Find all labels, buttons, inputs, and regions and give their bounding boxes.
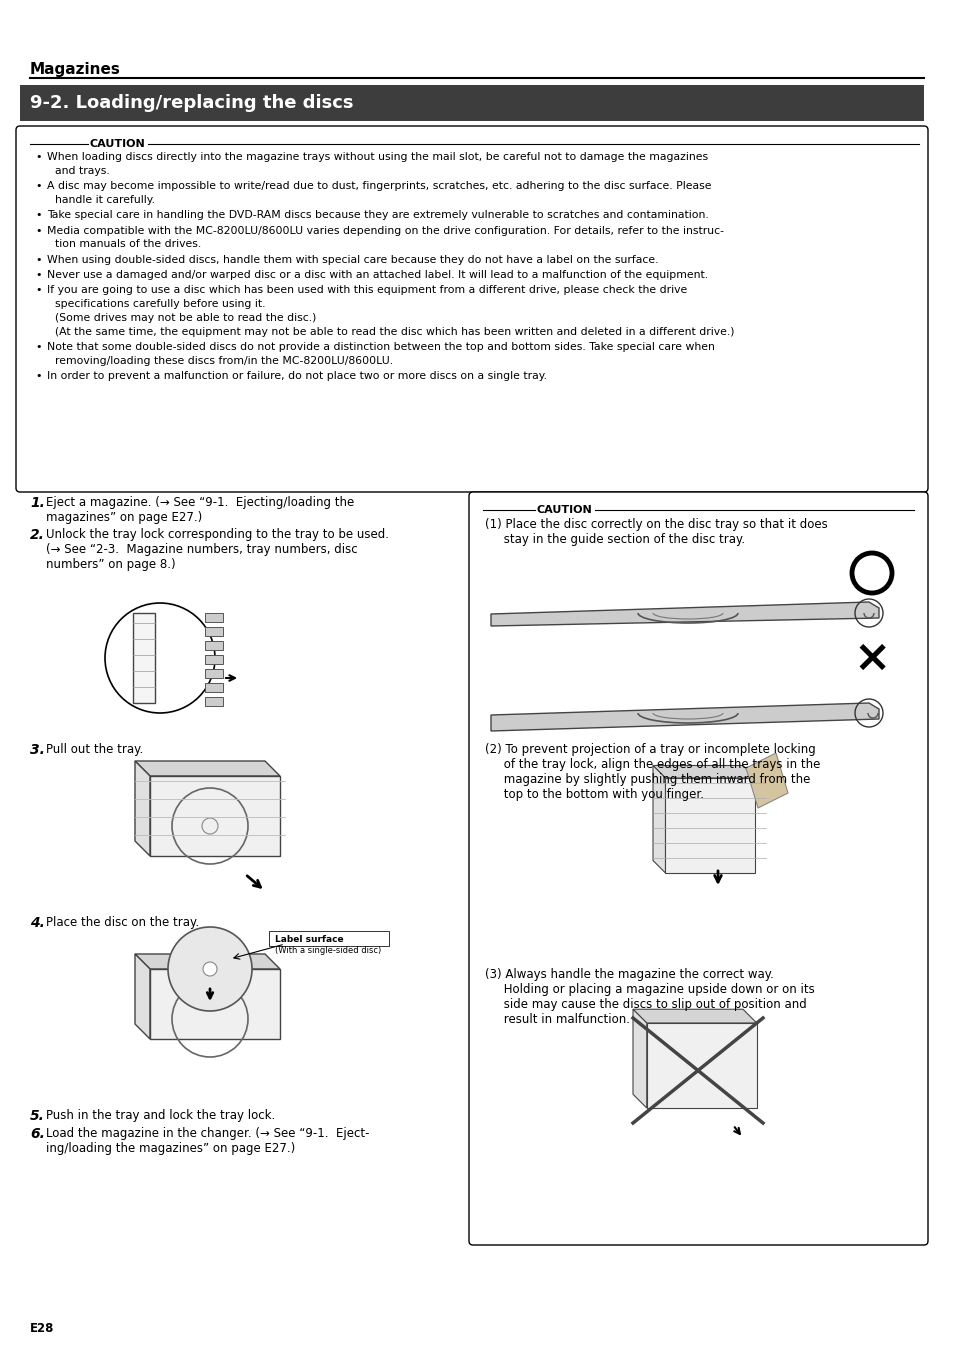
Bar (205, 684, 223, 692)
Polygon shape (652, 766, 665, 873)
Text: When loading discs directly into the magazine trays without using the mail slot,: When loading discs directly into the mag… (47, 153, 707, 162)
Text: •: • (35, 254, 42, 265)
Polygon shape (135, 761, 280, 775)
Polygon shape (665, 778, 755, 873)
Text: Never use a damaged and/or warped disc or a disc with an attached label. It will: Never use a damaged and/or warped disc o… (47, 270, 707, 280)
Text: (1) Place the disc correctly on the disc tray so that it does
     stay in the g: (1) Place the disc correctly on the disc… (484, 517, 827, 546)
Text: Take special care in handling the DVD-RAM discs because they are extremely vulne: Take special care in handling the DVD-RA… (47, 211, 708, 220)
Text: Unlock the tray lock corresponding to the tray to be used.
(→ See “2-3.  Magazin: Unlock the tray lock corresponding to th… (46, 528, 389, 571)
Text: •: • (35, 285, 42, 296)
Text: A disc may become impossible to write/read due to dust, fingerprints, scratches,: A disc may become impossible to write/re… (47, 181, 711, 190)
Bar (205, 655, 223, 663)
FancyBboxPatch shape (16, 126, 927, 492)
Polygon shape (745, 753, 787, 808)
Text: handle it carefully.: handle it carefully. (55, 195, 154, 205)
Bar (205, 640, 223, 650)
Polygon shape (491, 603, 878, 626)
Text: CAUTION: CAUTION (537, 505, 592, 515)
Text: •: • (35, 211, 42, 220)
Bar (205, 697, 223, 707)
Text: (At the same time, the equipment may not be able to read the disc which has been: (At the same time, the equipment may not… (55, 327, 734, 336)
Text: In order to prevent a malfunction or failure, do not place two or more discs on : In order to prevent a malfunction or fai… (47, 372, 546, 381)
Text: (With a single-sided disc): (With a single-sided disc) (274, 946, 381, 955)
Text: •: • (35, 372, 42, 381)
Polygon shape (135, 761, 150, 857)
Polygon shape (135, 954, 150, 1039)
Text: Note that some double-sided discs do not provide a distinction between the top a: Note that some double-sided discs do not… (47, 342, 714, 351)
Bar (205, 627, 223, 636)
FancyBboxPatch shape (469, 492, 927, 1246)
Text: Media compatible with the MC-8200LU/8600LU varies depending on the drive configu: Media compatible with the MC-8200LU/8600… (47, 226, 723, 235)
Polygon shape (646, 1023, 756, 1108)
Text: •: • (35, 270, 42, 280)
Text: Eject a magazine. (→ See “9-1.  Ejecting/loading the
magazines” on page E27.): Eject a magazine. (→ See “9-1. Ejecting/… (46, 496, 354, 524)
Text: 9-2. Loading/replacing the discs: 9-2. Loading/replacing the discs (30, 95, 354, 112)
Text: 1.: 1. (30, 496, 45, 509)
Text: Load the magazine in the changer. (→ See “9-1.  Eject-
ing/loading the magazines: Load the magazine in the changer. (→ See… (46, 1127, 369, 1155)
Text: •: • (35, 342, 42, 351)
Text: CAUTION: CAUTION (90, 139, 146, 149)
Bar (205, 669, 223, 678)
Text: If you are going to use a disc which has been used with this equipment from a di: If you are going to use a disc which has… (47, 285, 686, 296)
Polygon shape (150, 969, 280, 1039)
Text: •: • (35, 153, 42, 162)
Text: 2.: 2. (30, 528, 45, 542)
Text: Place the disc on the tray.: Place the disc on the tray. (46, 916, 199, 929)
Text: ×: × (853, 636, 890, 680)
Text: (Some drives may not be able to read the disc.): (Some drives may not be able to read the… (55, 313, 316, 323)
Polygon shape (135, 954, 280, 969)
Bar (132, 613, 154, 703)
Text: Magazines: Magazines (30, 62, 121, 77)
FancyBboxPatch shape (269, 931, 389, 946)
Text: Pull out the tray.: Pull out the tray. (46, 743, 143, 757)
Text: 6.: 6. (30, 1127, 45, 1142)
Polygon shape (150, 775, 280, 857)
Text: •: • (35, 181, 42, 190)
Circle shape (168, 927, 252, 1011)
Text: •: • (35, 226, 42, 235)
Text: 4.: 4. (30, 916, 45, 929)
Text: E28: E28 (30, 1323, 54, 1335)
Text: When using double-sided discs, handle them with special care because they do not: When using double-sided discs, handle th… (47, 254, 658, 265)
Text: Push in the tray and lock the tray lock.: Push in the tray and lock the tray lock. (46, 1109, 275, 1121)
Circle shape (203, 962, 216, 975)
Bar (20, 85, 923, 122)
Bar (205, 613, 223, 621)
Polygon shape (633, 1009, 756, 1023)
Text: specifications carefully before using it.: specifications carefully before using it… (55, 299, 265, 309)
Text: Label surface: Label surface (274, 935, 343, 943)
Text: 5.: 5. (30, 1109, 45, 1123)
Text: (3) Always handle the magazine the correct way.
     Holding or placing a magazi: (3) Always handle the magazine the corre… (484, 969, 814, 1025)
Text: 3.: 3. (30, 743, 45, 757)
Text: (2) To prevent projection of a tray or incomplete locking
     of the tray lock,: (2) To prevent projection of a tray or i… (484, 743, 820, 801)
Text: removing/loading these discs from/in the MC-8200LU/8600LU.: removing/loading these discs from/in the… (55, 355, 393, 366)
Polygon shape (491, 703, 878, 731)
Text: and trays.: and trays. (55, 166, 110, 176)
Polygon shape (652, 766, 755, 778)
Polygon shape (633, 1009, 646, 1108)
Text: tion manuals of the drives.: tion manuals of the drives. (55, 239, 201, 250)
